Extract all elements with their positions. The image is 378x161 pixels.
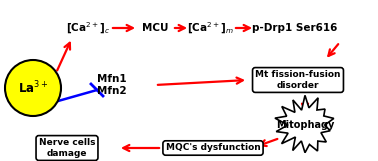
Polygon shape [275, 95, 334, 153]
Text: [Ca$^{2+}$]$_c$: [Ca$^{2+}$]$_c$ [66, 20, 110, 36]
Text: Mt fission-fusion
disorder: Mt fission-fusion disorder [255, 70, 341, 90]
Text: [Ca$^{2+}$]$_m$: [Ca$^{2+}$]$_m$ [187, 20, 233, 36]
Ellipse shape [5, 60, 61, 116]
Text: p-Drp1 Ser616: p-Drp1 Ser616 [252, 23, 338, 33]
Text: MQC's dysfunction: MQC's dysfunction [166, 143, 260, 152]
Text: La$^{3+}$: La$^{3+}$ [18, 80, 48, 96]
Text: Mitophagy: Mitophagy [276, 120, 334, 130]
Text: MCU: MCU [142, 23, 168, 33]
Text: Mfn1
Mfn2: Mfn1 Mfn2 [97, 74, 127, 96]
Text: Nerve cells
damage: Nerve cells damage [39, 138, 95, 158]
